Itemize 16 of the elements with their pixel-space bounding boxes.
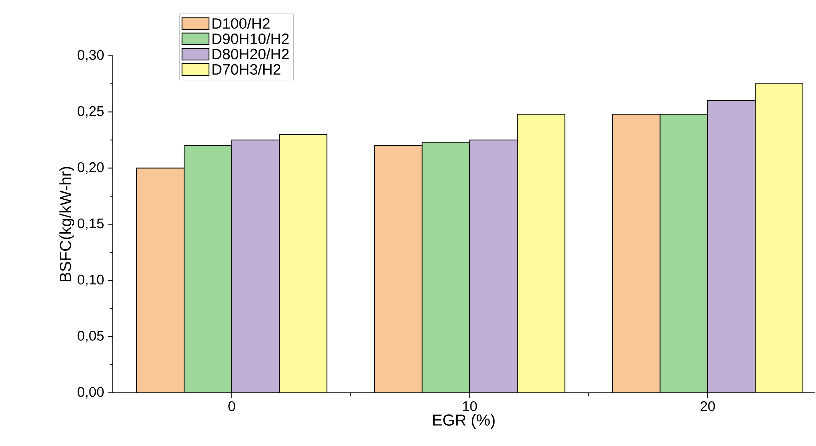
- y-tick-label: 0,05: [78, 331, 104, 343]
- legend-label: D80H20/H2: [212, 48, 289, 60]
- x-tick-label: 10: [463, 401, 478, 412]
- legend-label: D100/H2: [212, 18, 270, 30]
- y-tick-label: 0,20: [78, 162, 104, 174]
- x-tick-label: 0: [228, 401, 236, 412]
- y-tick-label: 0,00: [78, 387, 104, 399]
- y-axis-title: BSFC(kg/kW-hr): [60, 167, 75, 282]
- y-tick-label: 0,10: [78, 274, 104, 286]
- legend-label: D90H10/H2: [212, 33, 289, 44]
- y-tick-label: 0,25: [78, 106, 104, 118]
- x-axis-title: EGR (%): [433, 414, 495, 430]
- x-tick-label: 20: [700, 401, 716, 412]
- legend-label: D70H3/H2: [212, 64, 281, 75]
- y-tick-label: 0,30: [78, 50, 104, 62]
- y-tick-label: 0,15: [78, 218, 104, 230]
